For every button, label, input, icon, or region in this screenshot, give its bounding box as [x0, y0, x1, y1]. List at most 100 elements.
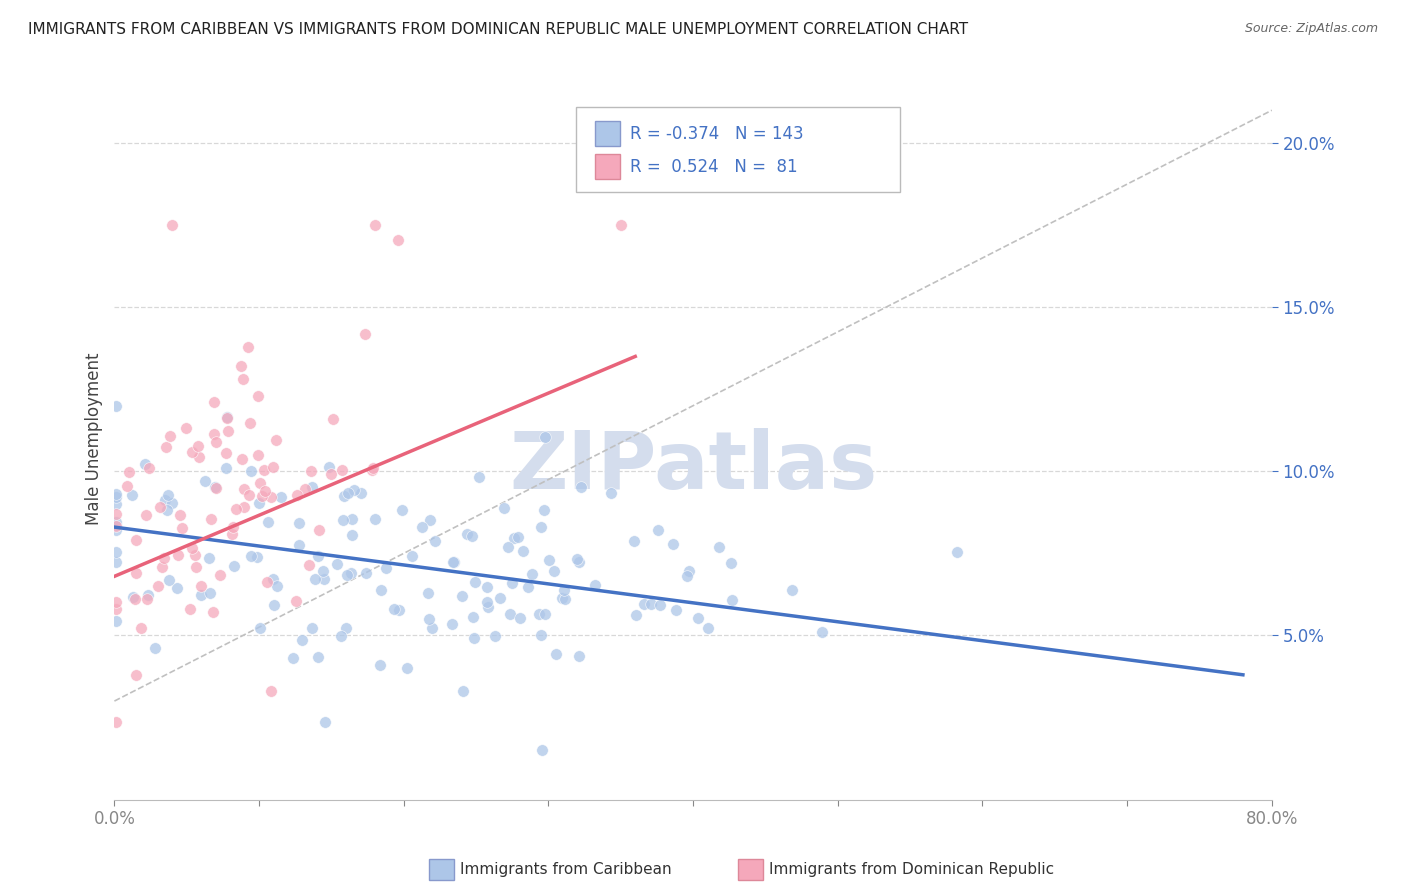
- Point: [136, 588, 159, 602]
- Point: [420, 621, 443, 635]
- Point: [266, 579, 288, 593]
- Point: [312, 572, 335, 586]
- Point: [208, 568, 231, 582]
- Point: [233, 500, 256, 515]
- Point: [202, 427, 225, 442]
- Point: [343, 483, 366, 497]
- Point: [569, 480, 592, 494]
- Point: [678, 564, 700, 578]
- Point: [159, 429, 181, 443]
- Point: [285, 594, 308, 608]
- Point: [124, 668, 146, 682]
- Point: [104, 507, 127, 521]
- Point: [232, 372, 254, 386]
- Text: ZIPatlas: ZIPatlas: [509, 428, 877, 507]
- Point: [270, 490, 292, 504]
- Point: [364, 512, 387, 526]
- Point: [225, 502, 247, 516]
- Point: [529, 607, 551, 621]
- Point: [780, 583, 803, 598]
- Point: [686, 611, 709, 625]
- Point: [138, 461, 160, 475]
- Point: [322, 411, 344, 425]
- Point: [183, 548, 205, 562]
- Point: [156, 488, 179, 502]
- Point: [467, 470, 489, 484]
- Point: [382, 601, 405, 615]
- Point: [496, 540, 519, 554]
- Point: [340, 512, 363, 526]
- Text: R = -0.374   N = 143: R = -0.374 N = 143: [630, 125, 803, 143]
- Point: [169, 508, 191, 523]
- Point: [104, 519, 127, 533]
- Point: [204, 480, 226, 494]
- Point: [354, 566, 377, 580]
- Point: [122, 590, 145, 604]
- Point: [509, 611, 531, 625]
- Point: [946, 545, 969, 559]
- Point: [308, 523, 330, 537]
- Point: [184, 559, 207, 574]
- Point: [104, 714, 127, 729]
- Point: [104, 601, 127, 615]
- Point: [624, 608, 647, 623]
- Point: [697, 621, 720, 635]
- Point: [451, 684, 474, 698]
- Point: [146, 579, 169, 593]
- Point: [499, 607, 522, 622]
- Point: [260, 490, 283, 504]
- Point: [335, 621, 357, 635]
- Point: [599, 486, 621, 500]
- Point: [416, 586, 439, 600]
- Point: [190, 588, 212, 602]
- Point: [238, 487, 260, 501]
- Point: [294, 482, 316, 496]
- Point: [553, 583, 575, 598]
- Point: [157, 574, 180, 588]
- Point: [201, 606, 224, 620]
- Point: [217, 424, 239, 438]
- Point: [194, 474, 217, 488]
- Point: [153, 492, 176, 507]
- Point: [461, 609, 484, 624]
- Point: [135, 508, 157, 522]
- Point: [149, 500, 172, 515]
- Point: [299, 463, 322, 477]
- Point: [187, 438, 209, 452]
- Point: [534, 607, 557, 621]
- Point: [239, 416, 262, 430]
- Point: [551, 591, 574, 605]
- Point: [143, 640, 166, 655]
- Point: [160, 496, 183, 510]
- Point: [297, 558, 319, 572]
- Point: [583, 578, 606, 592]
- Point: [104, 497, 127, 511]
- Point: [546, 647, 568, 661]
- Point: [419, 513, 441, 527]
- Point: [350, 486, 373, 500]
- Point: [543, 564, 565, 578]
- Point: [150, 560, 173, 574]
- Point: [247, 448, 270, 462]
- Point: [340, 528, 363, 542]
- Point: [104, 615, 127, 629]
- Point: [337, 486, 360, 500]
- Point: [494, 500, 516, 515]
- Point: [502, 531, 524, 545]
- Point: [440, 616, 463, 631]
- Point: [388, 603, 411, 617]
- Point: [202, 395, 225, 409]
- Point: [665, 603, 688, 617]
- Point: [233, 482, 256, 496]
- Point: [134, 457, 156, 471]
- Point: [332, 463, 354, 477]
- Point: [720, 556, 742, 570]
- Point: [288, 516, 311, 531]
- Point: [290, 632, 312, 647]
- Point: [236, 340, 259, 354]
- Point: [247, 496, 270, 510]
- Point: [174, 421, 197, 435]
- Point: [610, 218, 633, 232]
- Point: [104, 399, 127, 413]
- Point: [451, 589, 474, 603]
